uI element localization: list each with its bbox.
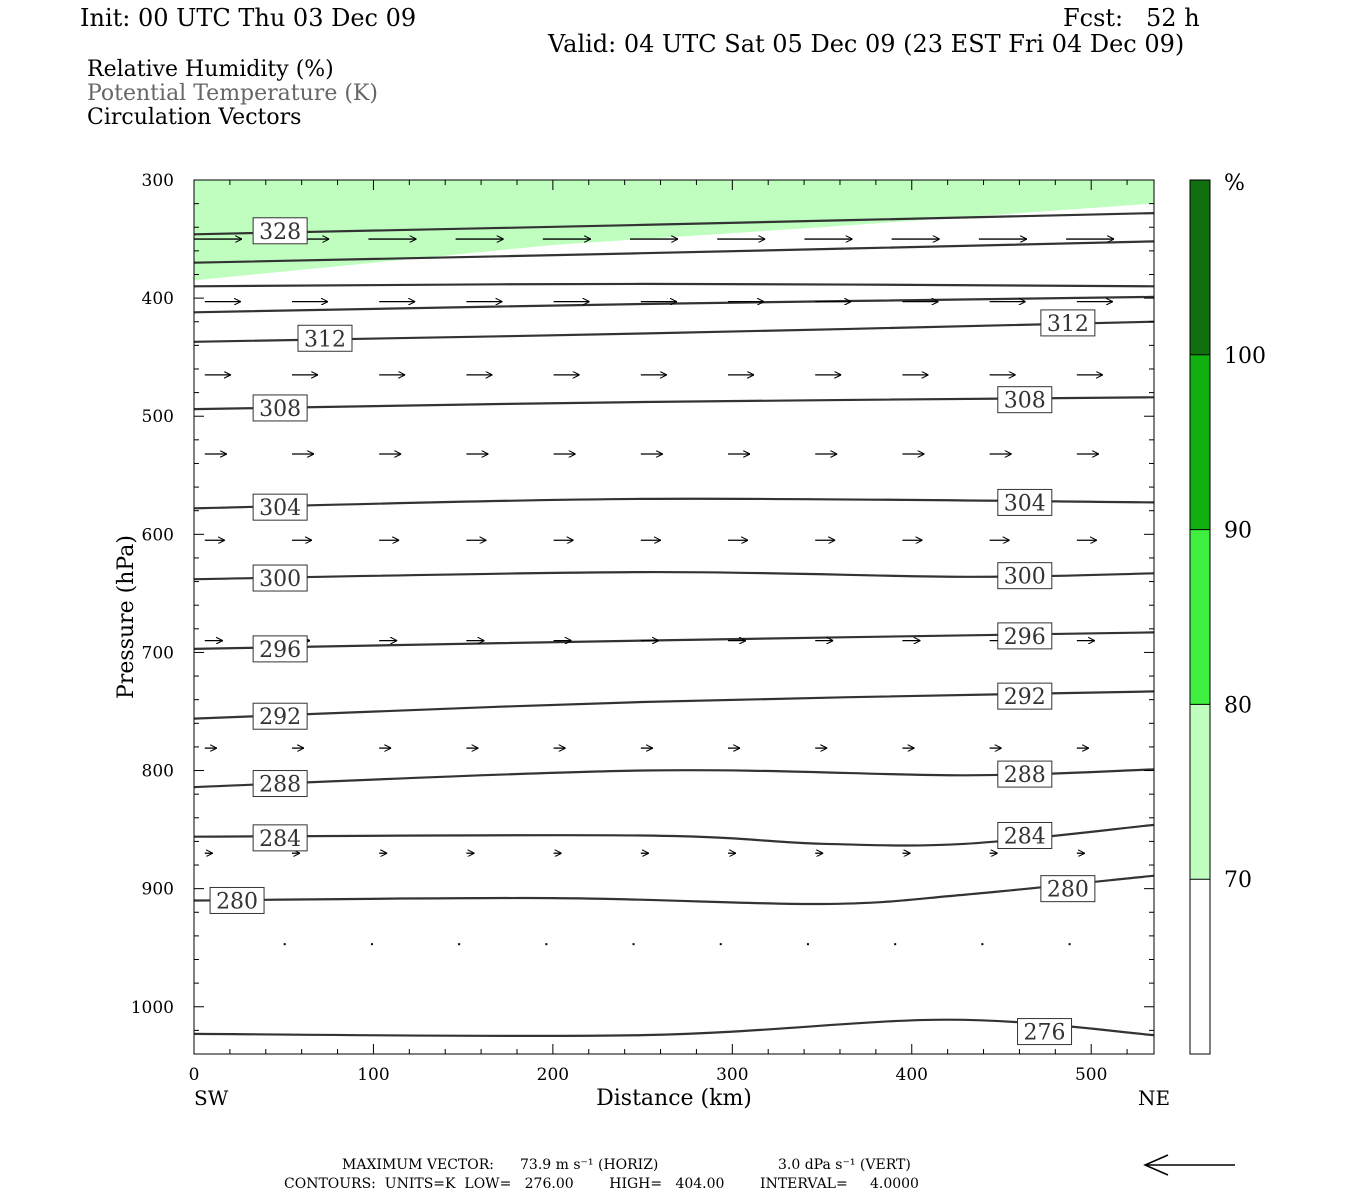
max-vector-arrowhead — [1143, 1154, 1169, 1176]
colorbar-seg-1 — [1190, 354, 1210, 530]
field-vectors-label: Circulation Vectors — [87, 105, 302, 130]
contour-label-box-0 — [252, 217, 308, 245]
contour-label-box-6 — [997, 488, 1053, 516]
contour-label-3: 308 — [259, 397, 301, 422]
contour-label-box-16 — [997, 822, 1053, 849]
rh-shading — [194, 180, 1154, 281]
contour-label-box-12 — [997, 682, 1053, 710]
y-tick-label-6: 900 — [142, 880, 174, 900]
contour-label-box-7 — [252, 564, 308, 592]
field-theta-label: Potential Temperature (K) — [87, 81, 378, 106]
init-time: Init: 00 UTC Thu 03 Dec 09 — [80, 4, 417, 32]
footer-max-vector-vert: 3.0 dPa s⁻¹ (VERT) — [778, 1157, 911, 1173]
colorbar-label-70: 70 — [1224, 868, 1252, 893]
contour-label-box-19 — [1017, 1018, 1073, 1046]
colorbar-label-100: 100 — [1224, 344, 1266, 369]
contour-label-15: 284 — [259, 827, 301, 852]
contour-label-box-5 — [252, 493, 308, 521]
theta-contour-316 — [194, 282, 1154, 288]
contour-label-box-11 — [252, 702, 308, 730]
colorbar-seg-2 — [1190, 529, 1210, 705]
x-tick-label-4: 400 — [896, 1065, 928, 1085]
y-tick-label-7: 1000 — [131, 998, 174, 1018]
contour-label-2: 312 — [1047, 312, 1089, 337]
contour-label-17: 280 — [216, 889, 258, 914]
endpoint-left: SW — [194, 1086, 229, 1110]
x-axis-title: Distance (km) — [596, 1086, 752, 1111]
colorbar-seg-3 — [1190, 704, 1210, 880]
contour-label-7: 300 — [259, 567, 301, 592]
contour-label-box-8 — [997, 562, 1053, 590]
y-tick-label-5: 800 — [142, 762, 174, 782]
contour-label-11: 292 — [259, 705, 301, 730]
plot-frame — [193, 179, 1155, 1055]
footer-max-vector-label: MAXIMUM VECTOR: — [342, 1157, 494, 1173]
contour-label-16: 284 — [1004, 825, 1046, 850]
contour-label-box-2 — [1040, 309, 1096, 337]
colorbar-label-90: 90 — [1224, 519, 1252, 544]
y-tick-label-1: 400 — [142, 289, 174, 309]
colorbar: 100 90 80 70% — [1189, 171, 1266, 1055]
contour-label-1: 312 — [304, 327, 346, 352]
x-tick-label-5: 500 — [1075, 1065, 1107, 1085]
contour-label-box-18 — [1040, 875, 1096, 903]
contour-label-box-14 — [997, 760, 1053, 788]
theta-contour-280 — [194, 874, 1154, 906]
contour-label-box-10 — [997, 622, 1053, 650]
x-tick-label-3: 300 — [716, 1065, 748, 1085]
contour-label-5: 304 — [259, 496, 301, 521]
contour-label-8: 300 — [1004, 565, 1046, 590]
contour-label-9: 296 — [259, 638, 301, 663]
colorbar-seg-0 — [1190, 180, 1210, 355]
x-tick-label-0: 0 — [189, 1065, 200, 1085]
contour-label-0: 328 — [259, 220, 301, 245]
x-tick-label-2: 200 — [537, 1065, 569, 1085]
contour-label-box-17 — [209, 886, 265, 914]
colorbar-unit: % — [1224, 171, 1245, 196]
forecast-hour: Fcst: 52 h — [1063, 4, 1200, 32]
contour-labels: 328 312 312 308 308 304 304 300 300 296 296 292 292 2… — [209, 217, 1096, 1046]
y-tick-label-4: 700 — [142, 643, 174, 663]
endpoint-right: NE — [1138, 1086, 1170, 1110]
contour-label-12: 292 — [1004, 685, 1046, 710]
contour-label-6: 304 — [1004, 491, 1046, 516]
y-axis-title: Pressure (hPa) — [114, 535, 139, 699]
valid-time: Valid: 04 UTC Sat 05 Dec 09 (23 EST Fri … — [548, 30, 1185, 58]
contour-label-13: 288 — [259, 773, 301, 798]
contour-label-19: 276 — [1024, 1021, 1066, 1046]
theta-contour-276 — [194, 1018, 1154, 1038]
contour-label-box-4 — [997, 386, 1053, 414]
axes: 0 100 200 300 400 500 300 400 500 600 700 800 900 100… — [131, 171, 1154, 1085]
colorbar-label-80: 80 — [1224, 693, 1252, 718]
contour-label-4: 308 — [1004, 389, 1046, 414]
footer-max-vector-horiz: 73.9 m s⁻¹ (HORIZ) — [520, 1157, 659, 1173]
contour-label-box-3 — [252, 394, 308, 422]
x-tick-label-1: 100 — [357, 1065, 389, 1085]
colorbar-seg-4 — [1190, 879, 1210, 1054]
contour-label-box-13 — [252, 770, 308, 798]
colorbar-frame — [1189, 179, 1211, 1055]
footer-contours: CONTOURS: UNITS=K LOW= 276.00 HIGH= 404.… — [284, 1176, 919, 1192]
rh-region-70-80 — [194, 180, 1154, 281]
contour-label-18: 280 — [1047, 878, 1089, 903]
y-tick-label-3: 600 — [142, 525, 174, 545]
y-tick-label-0: 300 — [142, 171, 174, 191]
y-tick-label-2: 500 — [142, 407, 174, 427]
contour-label-14: 288 — [1004, 763, 1046, 788]
contour-label-box-1 — [297, 324, 353, 352]
contour-label-box-15 — [252, 824, 308, 852]
field-rh-label: Relative Humidity (%) — [87, 57, 334, 82]
contour-label-10: 296 — [1004, 625, 1046, 650]
circulation-vectors — [194, 239, 1115, 946]
contour-label-box-9 — [252, 635, 308, 663]
theta-contour-324 — [194, 240, 1154, 264]
theta-contour-314 — [194, 295, 1154, 314]
